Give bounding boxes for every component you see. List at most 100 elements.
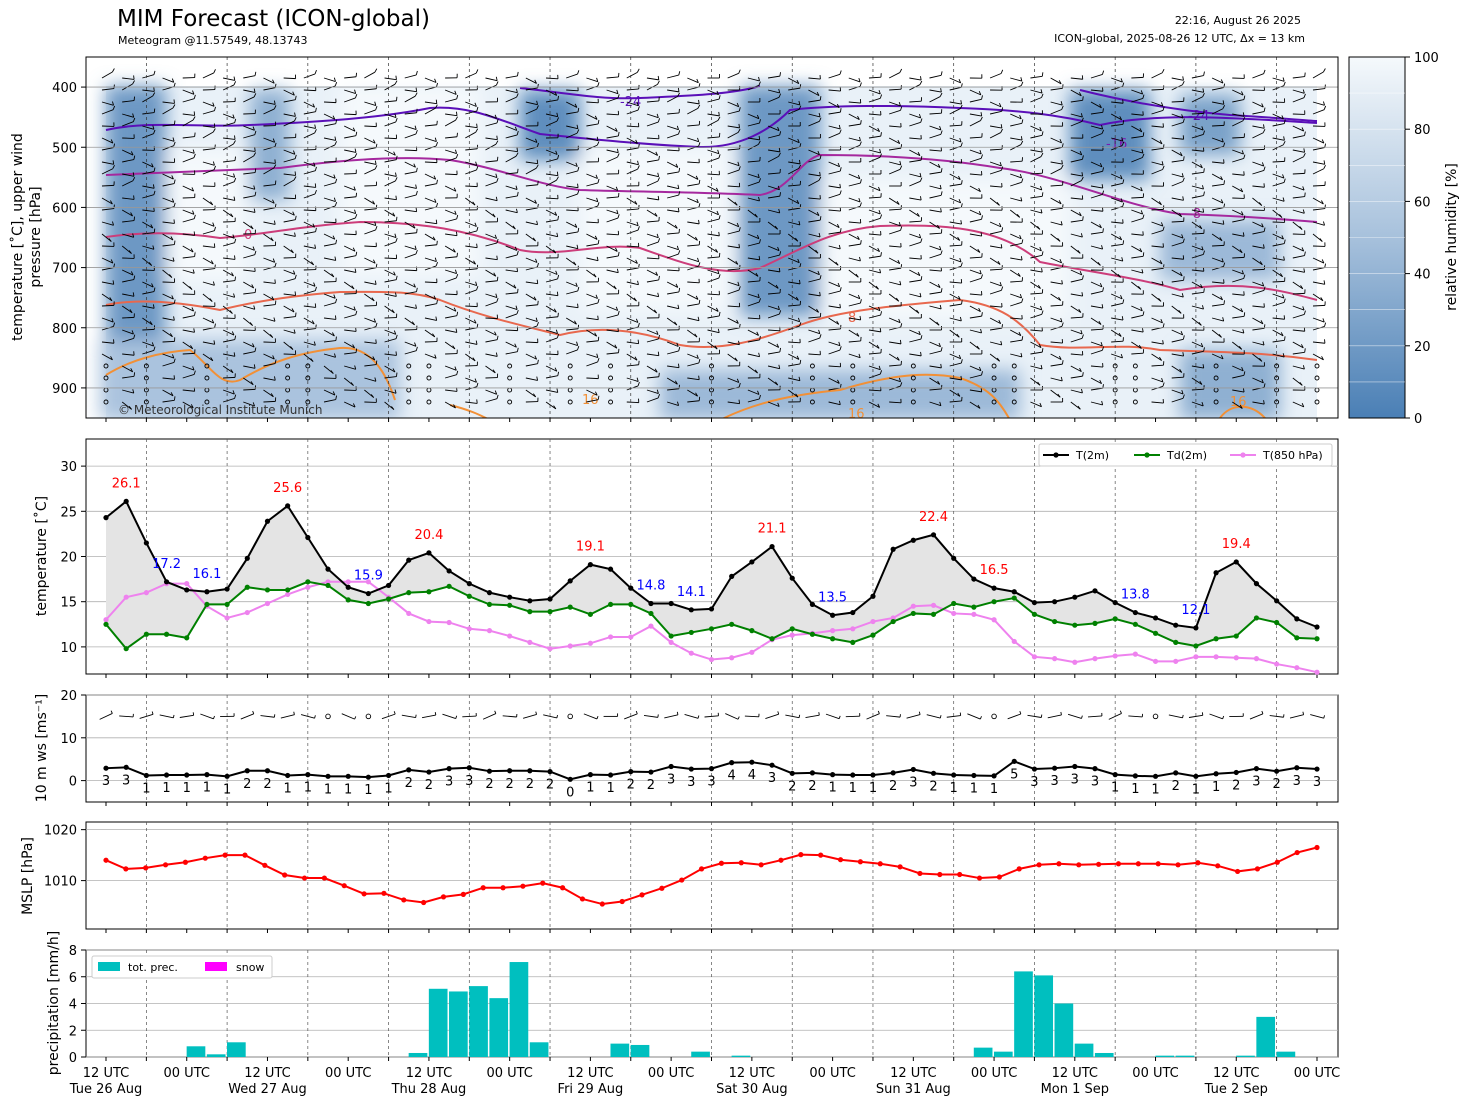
- wind-barb: [384, 173, 397, 177]
- precip-bar: [428, 988, 448, 1057]
- wind-barb-flag: [513, 284, 517, 289]
- wind-barb-flag: [375, 105, 378, 111]
- wind-barb: [788, 184, 801, 187]
- wind-barb-flag: [696, 198, 699, 203]
- wind-barb-flag: [314, 189, 317, 195]
- wind-barb: [687, 107, 699, 115]
- wind-barb-flag: [1019, 293, 1023, 299]
- wind-barb: [122, 329, 134, 335]
- wind-barb: [747, 242, 760, 247]
- wind-barb-flag: [920, 76, 922, 81]
- td2m-point: [1173, 639, 1179, 645]
- wind-barb: [868, 269, 881, 274]
- wind-barb: [868, 149, 881, 154]
- wind-speed-label: 3: [1313, 775, 1321, 790]
- wind-barb-flag: [149, 321, 153, 325]
- wind-barb-flag: [1102, 287, 1105, 292]
- wind-barb-flag: [819, 117, 822, 122]
- wind-barb: [1010, 257, 1023, 261]
- wind-barb: [1252, 125, 1265, 129]
- colorbar-tick-label: 100: [1414, 51, 1439, 66]
- wind-barb: [283, 197, 296, 200]
- wind-barb: [364, 267, 377, 271]
- wind-barb-calm: [325, 713, 331, 720]
- wind-barb-flag: [133, 275, 136, 280]
- wind-barb: [1050, 304, 1063, 307]
- wind-barb: [1171, 77, 1184, 81]
- wind-barb-flag: [557, 371, 560, 376]
- wind-barb-flag: [193, 370, 196, 375]
- wind-barb: [969, 209, 982, 216]
- wind-barb: [122, 159, 135, 163]
- wind-barb-flag: [1121, 141, 1125, 146]
- wind-speed-label: 1: [1212, 780, 1220, 795]
- wind-barb-flag: [717, 116, 721, 121]
- wind-speed-point: [325, 773, 331, 779]
- wind-barb-flag: [998, 223, 1002, 228]
- wind-barb-flag: [496, 238, 499, 244]
- t2m-point: [769, 543, 775, 550]
- t2m-point: [809, 601, 816, 608]
- wind-barb: [1070, 329, 1083, 335]
- wind-barb: [1090, 305, 1103, 309]
- wind-barb-flag: [597, 357, 600, 363]
- wind-barb: [202, 161, 215, 166]
- wind-barb-calm: [567, 713, 573, 720]
- wind-speed-label: 0: [566, 785, 574, 800]
- wind-barb-flag: [517, 191, 519, 196]
- td2m-point: [729, 621, 735, 627]
- wind-barb: [142, 341, 154, 347]
- wind-barb: [364, 317, 376, 323]
- wind-barb-flag: [352, 344, 355, 349]
- wind-barb-flag: [716, 90, 719, 95]
- wind-barb: [465, 386, 477, 391]
- wind-barb-flag: [212, 161, 215, 166]
- wind-barb-flag: [475, 161, 478, 166]
- x-day-label: Mon 1 Sep: [1041, 1082, 1109, 1097]
- wind-barb-flag: [961, 300, 963, 305]
- wind-barb: [707, 98, 720, 103]
- wind-barb: [1090, 257, 1101, 266]
- wind-barb-flag: [130, 212, 133, 217]
- t2m-point: [1253, 581, 1260, 587]
- wind-barb: [566, 305, 579, 309]
- wind-barb: [848, 113, 860, 121]
- wind-barb-flag: [254, 347, 257, 352]
- wind-barb-calm: [1011, 363, 1017, 369]
- wind-barb-flag: [779, 131, 782, 136]
- wind-barb: [465, 148, 478, 151]
- wind-speed-label: 2: [929, 779, 937, 794]
- wind-barb-flag: [1179, 272, 1183, 277]
- wind-barb-flag: [109, 297, 113, 301]
- wind-speed-point: [1213, 771, 1219, 777]
- wind-barb-flag: [230, 369, 234, 373]
- wind-barb-flag: [917, 151, 921, 156]
- wind-barb-flag: [940, 71, 943, 76]
- wind-barb: [868, 389, 881, 392]
- td2m-point: [971, 604, 977, 610]
- wind-barb-flag: [1321, 139, 1325, 144]
- wind-barb: [667, 89, 680, 93]
- wind-barb: [990, 185, 1003, 188]
- wind-barb-flag: [678, 363, 680, 368]
- wind-barb: [505, 313, 518, 319]
- wind-barb: [848, 221, 861, 224]
- wind-barb-flag: [1120, 175, 1123, 180]
- wind-barb-flag: [170, 236, 174, 241]
- wind-barb-flag: [1182, 394, 1185, 399]
- t850-point: [830, 628, 836, 634]
- wind-barb-flag: [674, 321, 678, 326]
- wind-barb: [182, 341, 193, 350]
- wind-barb: [1191, 195, 1204, 199]
- wind-barb-flag: [1062, 84, 1064, 89]
- wind-barb-flag: [110, 139, 114, 144]
- wind-barb-flag: [556, 232, 559, 237]
- wind-barb-flag: [250, 381, 254, 385]
- wind-barb: [1010, 317, 1023, 320]
- wind-barb-flag: [999, 161, 1002, 167]
- wind-barb-flag: [192, 210, 195, 215]
- wind-barb: [364, 137, 376, 144]
- wind-barb-flag: [698, 358, 701, 364]
- wind-barb: [1191, 112, 1204, 115]
- wind-barb-flag: [657, 238, 661, 243]
